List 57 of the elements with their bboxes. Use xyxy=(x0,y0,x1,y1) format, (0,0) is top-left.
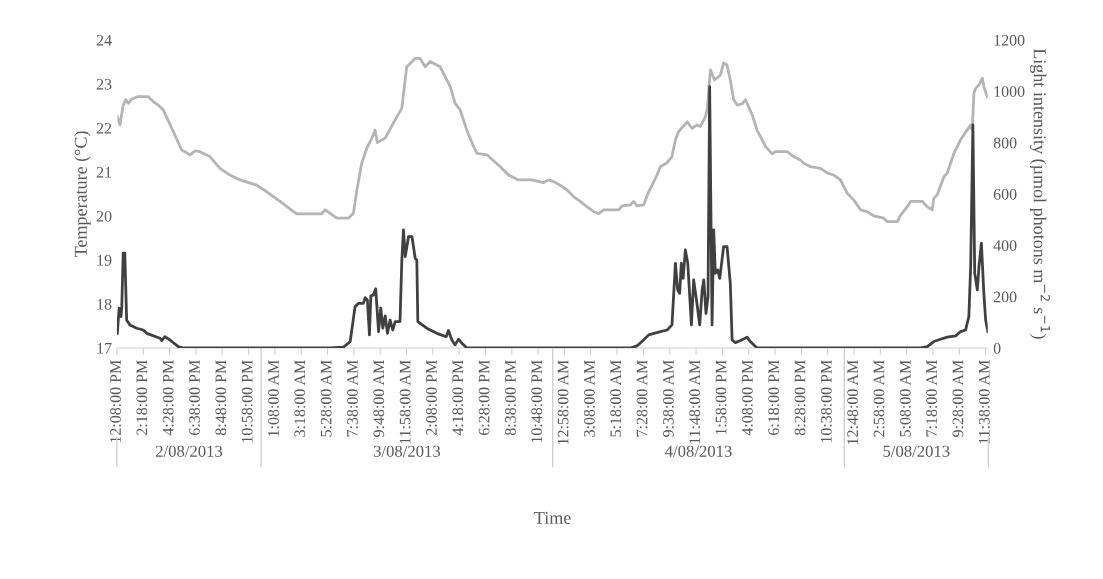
x-tick-label: 4:08:00 PM xyxy=(741,360,753,436)
x-tick-label: 2:18:00 PM xyxy=(136,360,148,435)
x-tick-label: 9:28:00 AM xyxy=(952,360,964,437)
x-tick-label: 7:28:00 AM xyxy=(636,360,648,437)
x-axis-title: Time xyxy=(534,511,571,524)
x-tick-label: 11:38:00 AM xyxy=(978,360,990,444)
x-tick-label: 12:58:00 AM xyxy=(557,360,569,445)
x-tick-label: 9:48:00 AM xyxy=(373,360,385,437)
y-tick-label: 20 xyxy=(96,210,112,222)
x-tick-label: 12:48:00 AM xyxy=(847,360,859,445)
x-tick-label: 4:28:00 PM xyxy=(162,360,174,436)
line-series xyxy=(116,57,989,224)
text: 4/08/2013 xyxy=(665,445,732,457)
x-tick-label: 11:58:00 AM xyxy=(399,360,411,444)
text: 3/08/2013 xyxy=(373,445,441,457)
x-tick-label: 3:08:00 AM xyxy=(583,360,595,437)
x-tick-label: 6:28:00 PM xyxy=(478,360,490,435)
x-tick-label: 2:08:00 PM xyxy=(426,360,437,435)
x-tick-label: 7:18:00 AM xyxy=(926,360,938,437)
y-tick-label: 18 xyxy=(97,298,112,310)
x-tick-label: 5:08:00 AM xyxy=(899,360,911,437)
x-tick-label: 6:18:00 PM xyxy=(768,360,780,435)
x-tick-label: 2:58:00 AM xyxy=(873,360,885,437)
text: 5/08/2013 xyxy=(883,445,950,457)
y-tick-label: 24 xyxy=(96,34,112,46)
y-tick-label: 17 xyxy=(97,342,112,354)
y2-tick-label: 200 xyxy=(993,291,1017,303)
x-tick-label: 8:48:00 PM xyxy=(215,360,227,436)
y2-axis-title: Light intensity (µmol photons m$^{−2}$ s$^{−1}$) xyxy=(1029,48,1051,339)
x-tick-label: 5:28:00 AM xyxy=(320,360,332,437)
x-tick-label: 11:48:00 AM xyxy=(689,360,701,444)
y-tick-label: 23 xyxy=(96,78,112,90)
y2-tick-label: 1200 xyxy=(994,34,1025,46)
x-tick-label: 6:38:00 PM xyxy=(189,360,200,435)
x-tick-label: 12:08:00 PM xyxy=(110,360,121,443)
y-tick-label: 21 xyxy=(96,166,112,178)
x-tick-label: 10:38:00 PM xyxy=(820,360,832,443)
y2-tick-label: 600 xyxy=(993,188,1017,200)
x-tick-label: 9:38:00 AM xyxy=(662,360,674,437)
x-tick-label: 1:08:00 AM xyxy=(268,360,279,437)
x-tick-label: 10:58:00 PM xyxy=(241,360,253,443)
y-tick-label: 19 xyxy=(97,254,112,266)
y2-tick-label: 1000 xyxy=(994,86,1025,97)
x-tick-label: 7:38:00 AM xyxy=(347,360,358,437)
x-tick-label: 10:48:00 PM xyxy=(531,360,543,443)
y2-tick-label: 800 xyxy=(993,137,1017,149)
y2-tick-label: 400 xyxy=(993,240,1017,251)
x-tick-label: 4:18:00 PM xyxy=(452,360,464,436)
x-tick-label: 1:58:00 PM xyxy=(715,360,727,435)
y2-tick-label: 0 xyxy=(993,342,1001,354)
text: 2/08/2013 xyxy=(155,445,223,457)
x-tick-label: 8:28:00 PM xyxy=(794,360,806,436)
x-tick-label: 8:38:00 PM xyxy=(505,360,516,436)
y-axis-title: Temperature (°C) xyxy=(74,131,91,258)
y-tick-label: 22 xyxy=(96,122,112,134)
x-tick-label: 5:18:00 AM xyxy=(610,360,622,437)
x-tick-label: 3:18:00 AM xyxy=(294,360,306,437)
